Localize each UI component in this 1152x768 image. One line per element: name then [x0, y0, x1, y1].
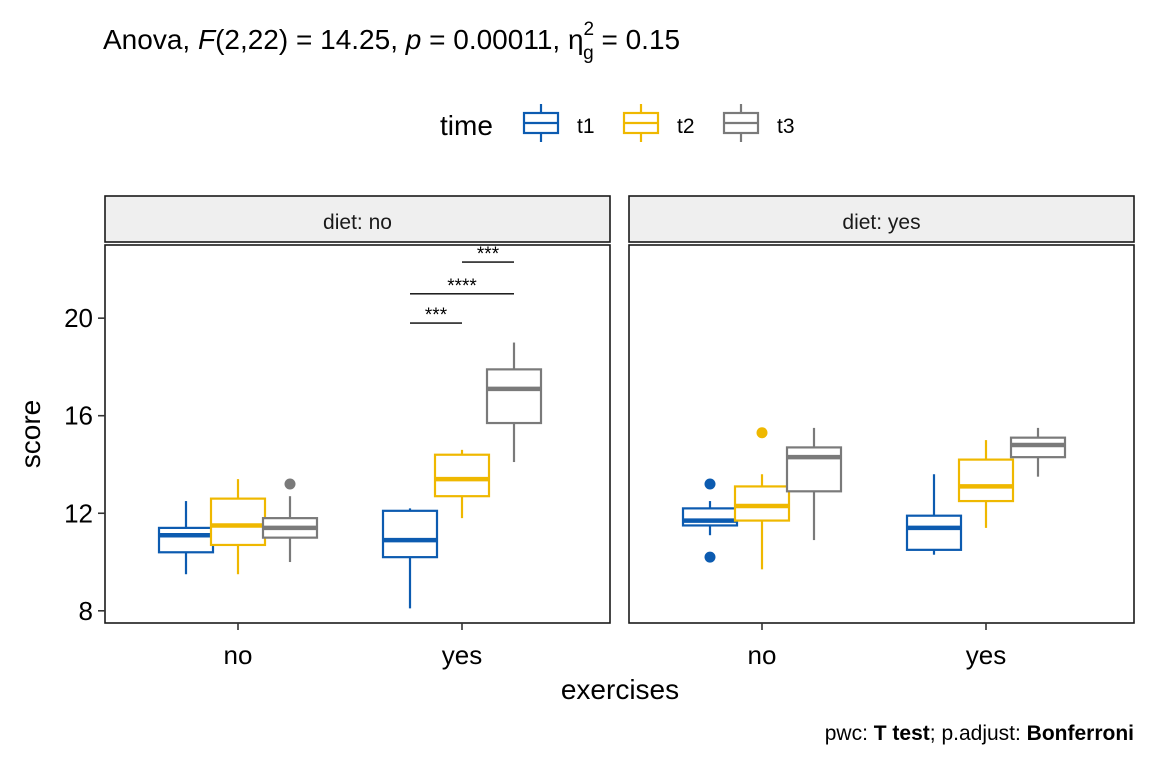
box-iqr [485, 368, 543, 425]
box-no-t1 [157, 501, 215, 575]
outlier-point [704, 551, 716, 563]
significance-label: *** [425, 305, 448, 326]
box-iqr [1009, 436, 1067, 459]
box-yes-t1 [905, 474, 963, 555]
box-iqr [157, 526, 215, 554]
legend-label-t3: t3 [777, 115, 795, 138]
box-iqr [905, 514, 963, 551]
y-tick-label: 8 [79, 596, 93, 626]
chart-title: Anova, F(2,22) = 14.25, p = 0.00011, η2 g… [103, 19, 680, 64]
box-iqr [957, 458, 1015, 503]
significance-label: **** [447, 276, 477, 297]
facet-strip [104, 195, 611, 243]
box-no-t3 [261, 478, 319, 563]
box-yes-t2 [957, 440, 1015, 528]
x-tick-label: no [748, 640, 777, 670]
x-tick-label: yes [442, 640, 482, 670]
outlier-point [704, 478, 716, 490]
legend-key-t3: t3 [722, 104, 795, 142]
facet-diet-yes: diet: yes no yes [628, 195, 1135, 670]
legend-label-t2: t2 [677, 115, 695, 138]
box-iqr [433, 453, 491, 498]
box-no-t2 [733, 427, 791, 570]
facet-strip-label: diet: no [323, 211, 392, 234]
legend-label-t1: t1 [577, 115, 595, 138]
facet-strip [628, 195, 1135, 243]
box-iqr [681, 507, 739, 527]
box-yes-t3 [485, 342, 543, 463]
box-yes-t2 [433, 449, 491, 519]
x-axis-title: exercises [561, 674, 679, 705]
facet-panel-border [104, 244, 611, 624]
box-yes-t1 [381, 508, 439, 609]
y-axis: 8 12 16 20 [64, 303, 105, 626]
box-iqr [209, 497, 267, 547]
y-tick-label: 20 [64, 303, 93, 333]
significance-label: *** [477, 244, 500, 265]
outlier-point [284, 478, 296, 490]
legend-title: time [440, 110, 493, 141]
outlier-point [756, 427, 768, 439]
box-iqr [733, 485, 791, 522]
legend: time t1 t2 t3 [440, 104, 795, 142]
box-iqr [785, 446, 843, 493]
box-yes-t3 [1009, 427, 1067, 477]
x-tick-label: no [224, 640, 253, 670]
y-tick-label: 16 [64, 401, 93, 431]
y-tick-label: 12 [64, 498, 93, 528]
y-axis-title: score [15, 400, 46, 468]
legend-key-t1: t1 [522, 104, 595, 142]
box-no-t2 [209, 479, 267, 575]
box-no-t3 [785, 427, 843, 541]
caption: pwc: T test; p.adjust: Bonferroni [825, 722, 1134, 745]
x-tick-label: yes [966, 640, 1006, 670]
box-iqr [381, 509, 439, 559]
facet-strip-label: diet: yes [842, 211, 920, 234]
legend-key-t2: t2 [622, 104, 695, 142]
facet-panel-border [628, 244, 1135, 624]
